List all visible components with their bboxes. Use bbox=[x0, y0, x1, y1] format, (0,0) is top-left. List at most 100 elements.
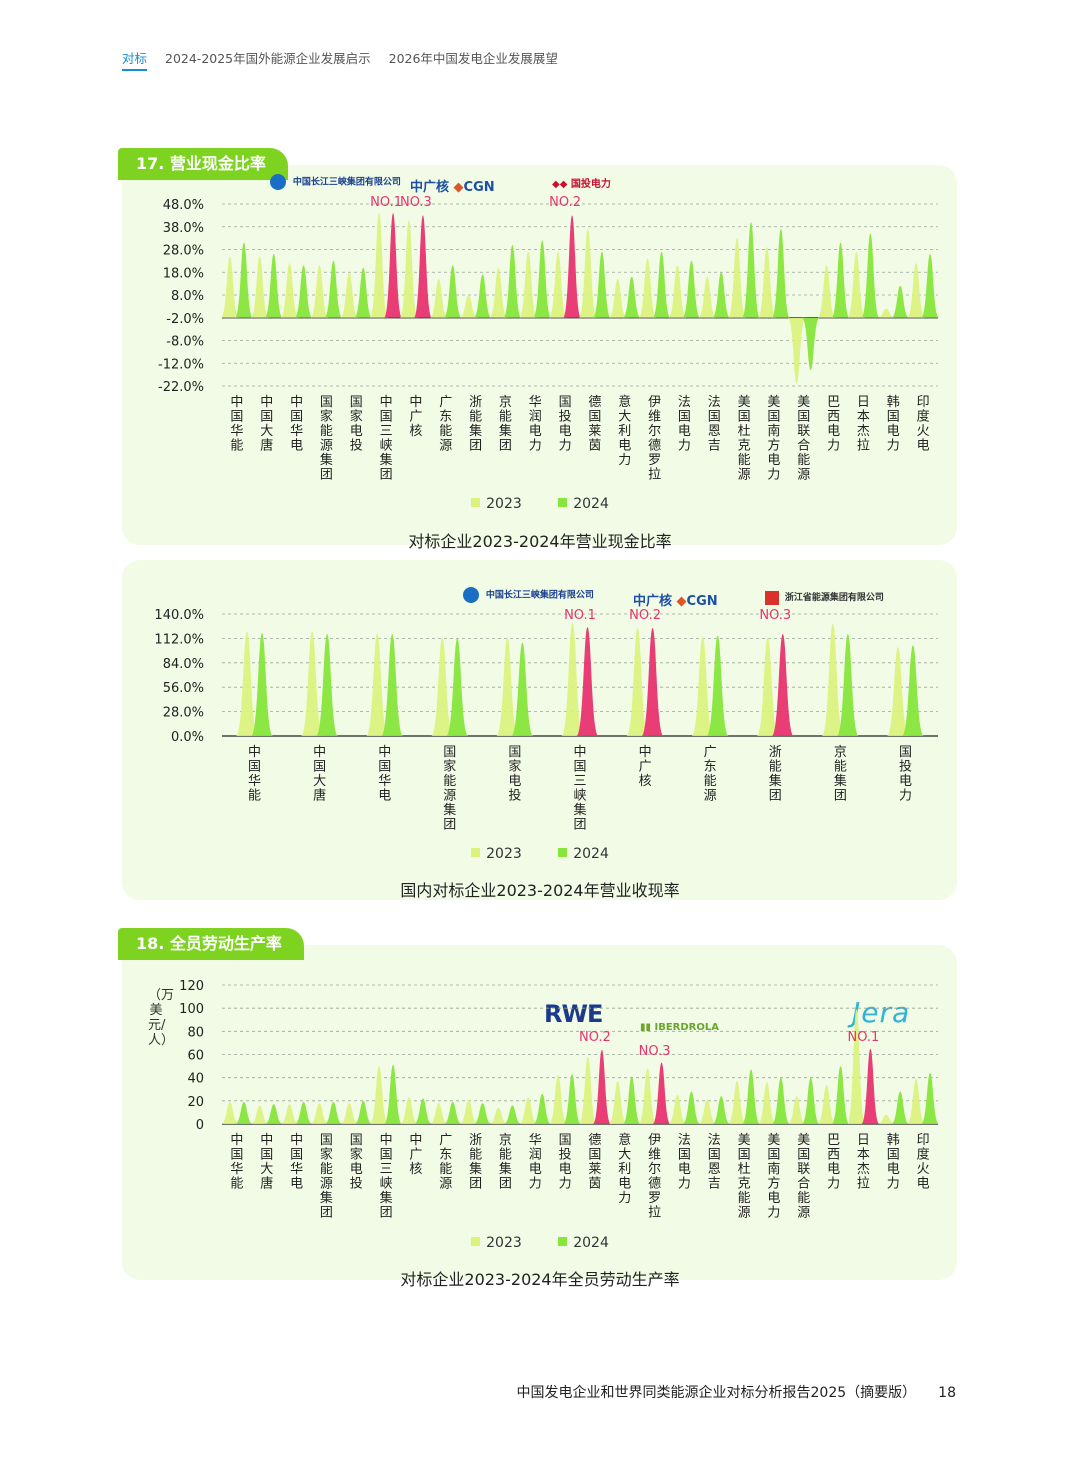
x-tick-label-char: 投 bbox=[559, 409, 572, 425]
y-tick-label: 112.0% bbox=[154, 632, 204, 647]
y-tick-label: 20 bbox=[187, 1095, 204, 1110]
x-tick-label-char: 团 bbox=[380, 1206, 393, 1221]
legend-3-2023-label: 2023 bbox=[486, 1235, 522, 1251]
x-tick-label-char: 能 bbox=[469, 1148, 482, 1163]
legend-3-2024-swatch bbox=[558, 1237, 568, 1246]
legend-2-2023-label: 2023 bbox=[486, 846, 522, 862]
y-tick-label: 28.0% bbox=[163, 706, 204, 721]
x-tick-label-char: 大 bbox=[260, 1162, 273, 1177]
x-tick-label-char: 能 bbox=[499, 410, 512, 425]
x-tick-label-char: 集 bbox=[469, 423, 482, 439]
rank-label: NO.3 bbox=[639, 1044, 671, 1059]
x-tick-label-char: 能 bbox=[230, 439, 243, 454]
x-tick-label-char: 尔 bbox=[648, 1162, 661, 1177]
x-tick-label-char: 电 bbox=[827, 1162, 840, 1177]
bar-2023 bbox=[877, 308, 896, 318]
x-tick-label-char: 力 bbox=[767, 468, 780, 483]
bar-2023 bbox=[370, 1066, 389, 1124]
rwe-logo: RWE bbox=[544, 1000, 603, 1028]
x-tick-label-char: 大 bbox=[260, 424, 273, 439]
bar-2023 bbox=[280, 263, 299, 318]
x-tick-label-char: 团 bbox=[320, 468, 333, 483]
x-tick-label-char: 峡 bbox=[380, 439, 393, 454]
x-tick-label-char: 国 bbox=[797, 1148, 810, 1163]
x-tick-label-char: 国 bbox=[573, 760, 586, 775]
x-tick-label-char: 东 bbox=[439, 410, 452, 425]
sdic-logo: ◆◆ 国投电力 bbox=[552, 175, 611, 190]
x-tick-label-char: 中 bbox=[409, 395, 422, 410]
y-tick-label: 38.0% bbox=[163, 221, 204, 236]
x-tick-label-char: 能 bbox=[769, 760, 782, 775]
x-tick-label-char: 浙 bbox=[469, 1133, 482, 1148]
bar-2024 bbox=[622, 276, 641, 318]
x-tick-label-char: 广 bbox=[439, 1133, 452, 1148]
nav-tab-foreign[interactable]: 2024-2025年国外能源企业发展启示 bbox=[165, 51, 371, 66]
x-tick-label-char: 源 bbox=[439, 1177, 452, 1192]
x-tick-label-char: 中 bbox=[380, 1133, 393, 1148]
x-tick-label-char: 投 bbox=[350, 438, 363, 454]
x-tick-label-char: 国 bbox=[260, 410, 273, 425]
x-tick-label-char: 法 bbox=[678, 1133, 691, 1148]
x-tick-label-char: 意 bbox=[618, 1132, 631, 1148]
cgn-logo-2: 中广核 ◆CGN bbox=[633, 590, 718, 609]
legend-2-2023-swatch bbox=[471, 848, 481, 857]
y-tick-label: 120 bbox=[179, 979, 204, 994]
x-tick-label-char: 法 bbox=[708, 395, 721, 410]
cgn-logo-en-2: CGN bbox=[686, 594, 718, 609]
legend-2-2023: 2023 bbox=[471, 846, 522, 862]
x-tick-label-char: 团 bbox=[469, 1177, 482, 1192]
x-tick-label-char: 国 bbox=[248, 760, 261, 775]
x-tick-label-char: 团 bbox=[380, 468, 393, 483]
nav-tab-active[interactable]: 对标 bbox=[122, 51, 148, 71]
y-tick-label: 84.0% bbox=[163, 657, 204, 672]
legend-1-2023-label: 2023 bbox=[486, 496, 522, 512]
rank-label: NO.1 bbox=[370, 195, 402, 210]
x-tick-label-char: 德 bbox=[588, 395, 601, 410]
x-tick-label-char: 源 bbox=[443, 789, 456, 804]
bar-2023 bbox=[817, 1084, 836, 1124]
bar-highlight bbox=[563, 215, 582, 318]
x-tick-label-char: 国 bbox=[678, 1148, 691, 1163]
y-tick-label: -22.0% bbox=[158, 380, 204, 395]
legend-3-2024: 2024 bbox=[558, 1235, 609, 1251]
x-tick-label-char: 拉 bbox=[648, 468, 661, 483]
zhejiang-logo-text: 浙江省能源集团有限公司 bbox=[784, 593, 884, 603]
x-tick-label-char: 核 bbox=[409, 1162, 422, 1177]
x-tick-label-char: 西 bbox=[827, 410, 840, 425]
bar-2023 bbox=[399, 219, 418, 318]
x-tick-label-char: 恩 bbox=[708, 424, 721, 439]
x-tick-label-char: 利 bbox=[618, 424, 631, 439]
bar-2023 bbox=[626, 627, 649, 736]
x-tick-label-char: 巴 bbox=[827, 1133, 840, 1148]
bar-2024 bbox=[294, 1101, 313, 1124]
bar-2023 bbox=[489, 1107, 508, 1124]
bar-2024 bbox=[831, 242, 850, 318]
x-tick-label-char: 东 bbox=[439, 1148, 452, 1163]
panel-17 bbox=[122, 165, 957, 545]
nav-tab-outlook[interactable]: 2026年中国发电企业发展展望 bbox=[388, 51, 558, 66]
x-tick-label-char: 国 bbox=[678, 410, 691, 425]
x-tick-label-char: 国 bbox=[443, 745, 456, 760]
x-tick-label-char: 利 bbox=[618, 1162, 631, 1177]
x-tick-label-char: 大 bbox=[313, 774, 326, 789]
x-tick-label-char: 维 bbox=[648, 1148, 661, 1163]
cgn-logo-mark-2: ◆ bbox=[676, 594, 687, 609]
x-tick-label-char: 润 bbox=[529, 410, 542, 425]
rwe-logo-text: RWE bbox=[544, 1000, 603, 1028]
section-18-title: 18. 全员劳动生产率 bbox=[118, 928, 304, 960]
bar-2023 bbox=[399, 1097, 418, 1124]
bar-2023 bbox=[638, 258, 657, 318]
x-tick-label-char: 能 bbox=[704, 774, 717, 789]
x-tick-label-char: 电 bbox=[350, 424, 363, 439]
x-tick-label-char: 电 bbox=[508, 774, 521, 789]
x-tick-label-char: 源 bbox=[320, 439, 333, 454]
x-tick-label-char: 火 bbox=[917, 424, 930, 439]
x-tick-label-char: 电 bbox=[290, 439, 303, 454]
bar-2024 bbox=[682, 1091, 701, 1124]
x-tick-label-char: 南 bbox=[767, 1161, 780, 1177]
x-tick-label-char: 国 bbox=[588, 1148, 601, 1163]
x-tick-label-char: 国 bbox=[508, 745, 521, 760]
bar-2023 bbox=[561, 622, 584, 736]
bar-2023 bbox=[519, 1097, 538, 1124]
